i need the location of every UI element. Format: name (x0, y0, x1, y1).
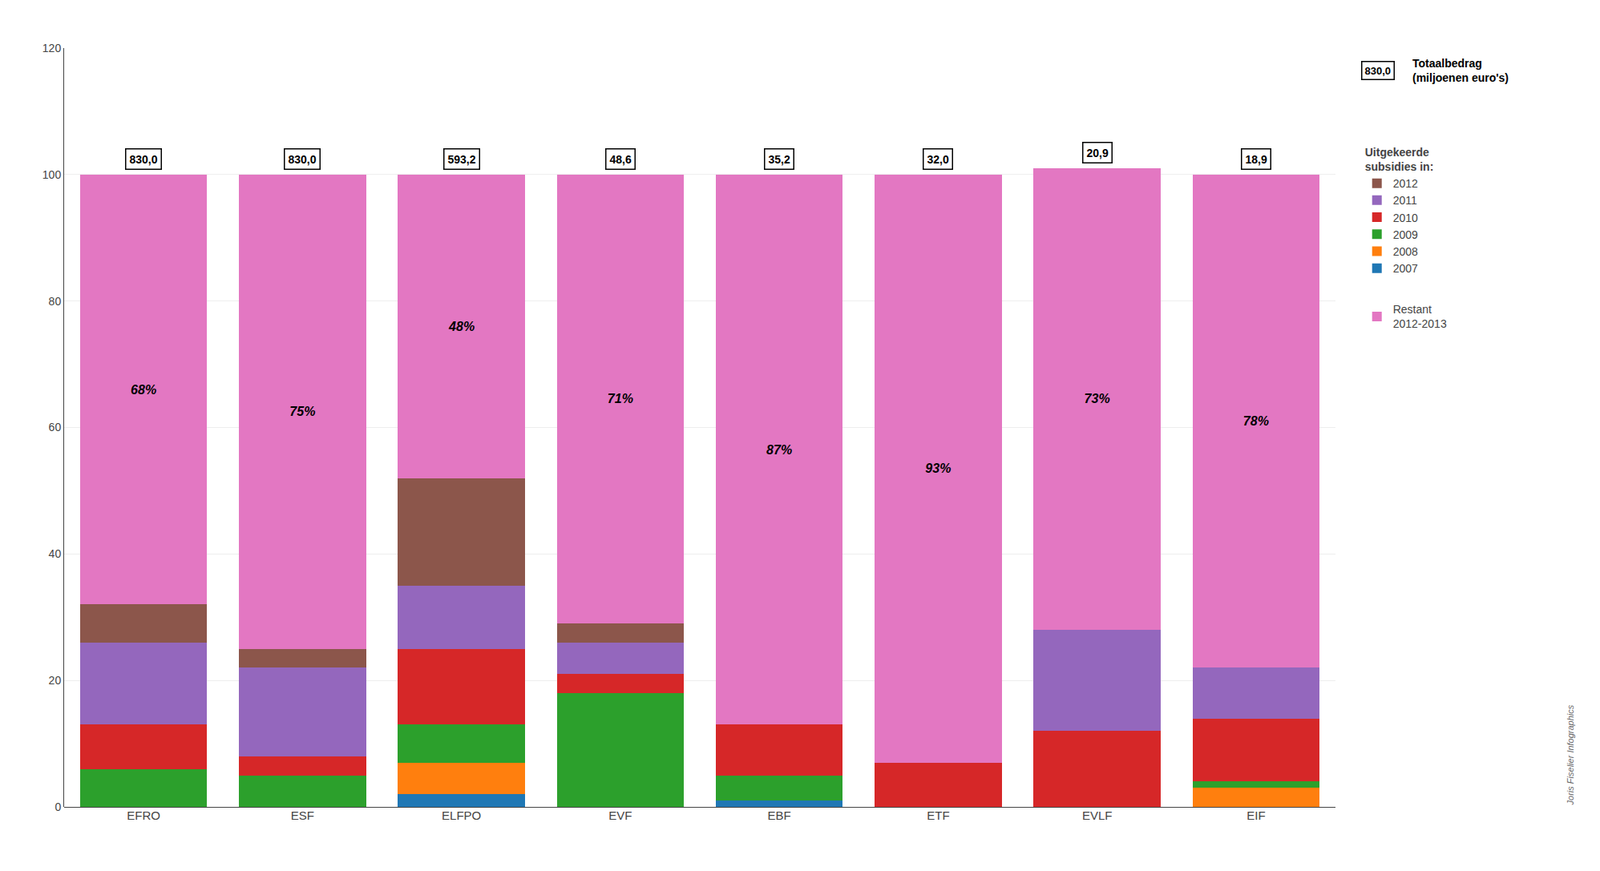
svg-text:48,6: 48,6 (610, 153, 632, 166)
svg-text:68%: 68% (130, 383, 157, 397)
svg-text:2008: 2008 (1393, 245, 1419, 259)
svg-text:EIF: EIF (1246, 808, 1265, 823)
svg-text:ETF: ETF (926, 808, 950, 823)
svg-text:830,0: 830,0 (288, 153, 317, 166)
svg-text:20: 20 (48, 674, 62, 687)
svg-text:EFRO: EFRO (126, 808, 161, 823)
svg-text:60: 60 (48, 420, 62, 434)
svg-text:ESF: ESF (290, 808, 315, 823)
svg-text:78%: 78% (1243, 414, 1269, 429)
svg-text:73%: 73% (1084, 391, 1111, 406)
svg-text:ELFPO: ELFPO (441, 808, 481, 823)
svg-text:71%: 71% (607, 391, 634, 406)
svg-text:Restant2012-2013: Restant2012-2013 (1393, 303, 1447, 331)
svg-text:2011: 2011 (1393, 193, 1418, 207)
svg-text:35,2: 35,2 (768, 153, 791, 166)
svg-text:830,0: 830,0 (1365, 64, 1392, 77)
svg-text:32,0: 32,0 (927, 153, 950, 166)
svg-text:593,2: 593,2 (448, 153, 477, 166)
svg-text:Totaalbedrag(miljoenen euro's): Totaalbedrag(miljoenen euro's) (1412, 56, 1509, 85)
svg-text:Joris Fiselier Infographics: Joris Fiselier Infographics (1565, 704, 1576, 806)
svg-text:Uitgekeerdesubsidies in:: Uitgekeerdesubsidies in: (1365, 145, 1435, 174)
svg-text:EVLF: EVLF (1082, 808, 1113, 823)
svg-text:48%: 48% (448, 319, 475, 334)
svg-text:830,0: 830,0 (129, 153, 158, 166)
svg-text:87%: 87% (766, 443, 792, 457)
svg-text:2007: 2007 (1393, 262, 1419, 275)
svg-text:2012: 2012 (1393, 177, 1419, 190)
svg-text:2009: 2009 (1393, 228, 1419, 242)
svg-text:EVF: EVF (608, 808, 632, 823)
svg-text:75%: 75% (289, 404, 316, 419)
svg-text:18,9: 18,9 (1245, 153, 1268, 166)
svg-text:40: 40 (48, 547, 62, 561)
svg-text:93%: 93% (925, 461, 951, 476)
svg-text:20,9: 20,9 (1086, 146, 1109, 160)
svg-text:EBF: EBF (767, 808, 792, 823)
svg-text:120: 120 (42, 41, 62, 55)
svg-text:80: 80 (48, 294, 62, 308)
svg-text:2010: 2010 (1393, 211, 1419, 225)
svg-text:0: 0 (54, 800, 61, 814)
svg-text:100: 100 (42, 168, 62, 182)
